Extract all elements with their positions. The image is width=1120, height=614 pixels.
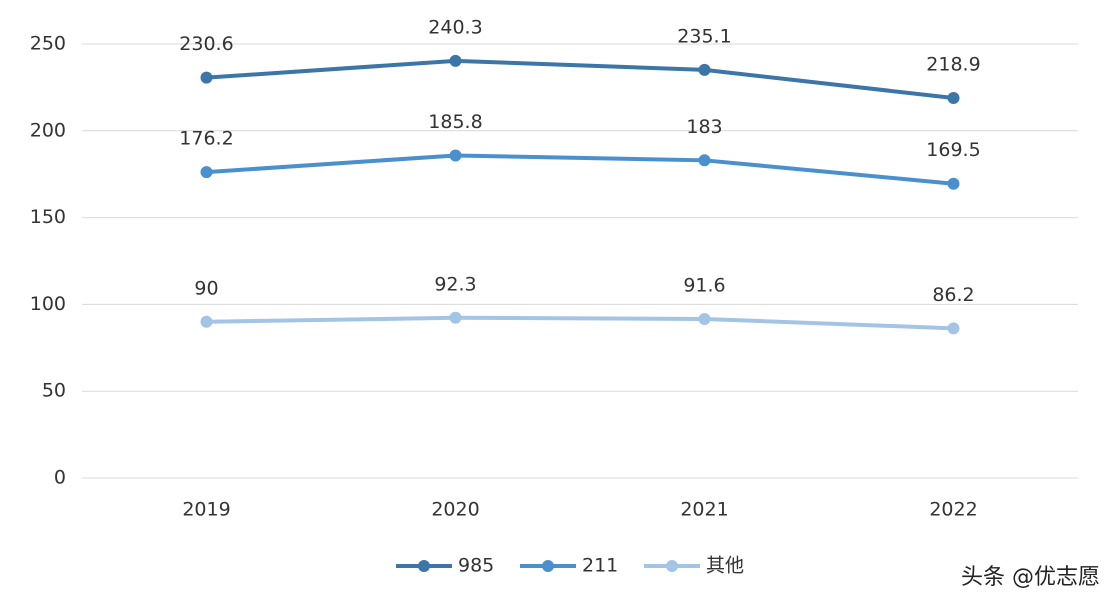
point: [449, 311, 462, 324]
point: [698, 63, 711, 76]
y-tick-label: 100: [30, 293, 66, 315]
point: [698, 312, 711, 325]
point: [200, 71, 213, 84]
legend-marker: [666, 560, 678, 572]
legend-label: 211: [582, 555, 618, 577]
data-label: 169.5: [926, 139, 980, 161]
legend-marker: [542, 560, 554, 572]
point: [947, 322, 960, 335]
x-tick-label: 2019: [182, 499, 230, 521]
data-label: 240.3: [428, 16, 482, 38]
data-label: 91.6: [683, 274, 725, 296]
legend-marker: [418, 560, 430, 572]
point: [200, 315, 213, 328]
point: [200, 166, 213, 179]
data-label: 86.2: [932, 284, 974, 306]
y-tick-label: 0: [54, 467, 66, 489]
series-line: [206, 315, 954, 331]
point: [449, 149, 462, 162]
y-tick-label: 50: [42, 380, 66, 402]
data-label: 92.3: [434, 273, 476, 295]
data-label: 90: [194, 277, 218, 299]
x-tick-label: 2021: [680, 499, 728, 521]
data-label: 185.8: [428, 111, 482, 133]
point: [947, 91, 960, 104]
legend-label: 其他: [706, 555, 744, 577]
data-label: 183: [686, 116, 722, 138]
point: [947, 177, 960, 190]
x-tick-label: 2020: [431, 499, 479, 521]
data-label: 218.9: [926, 53, 980, 75]
point: [698, 154, 711, 167]
data-label: 235.1: [677, 25, 731, 47]
legend-label: 985: [458, 555, 494, 577]
data-label: 176.2: [179, 128, 233, 150]
y-tick-label: 250: [30, 33, 66, 55]
y-tick-label: 150: [30, 206, 66, 228]
data-label: 230.6: [179, 33, 233, 55]
y-tick-label: 200: [30, 119, 66, 141]
series-line: [206, 58, 954, 100]
point: [449, 54, 462, 67]
x-tick-label: 2022: [929, 499, 977, 521]
credit: 头条 @优志愿: [961, 565, 1100, 590]
series-line: [206, 153, 954, 186]
